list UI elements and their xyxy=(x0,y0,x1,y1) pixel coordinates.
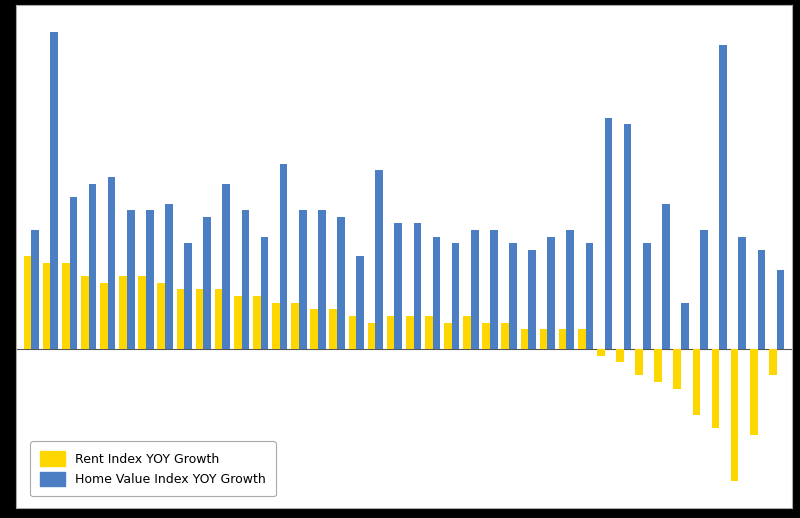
Bar xyxy=(253,296,261,349)
Bar xyxy=(42,263,50,349)
Bar xyxy=(214,290,222,349)
Bar xyxy=(777,270,784,349)
Bar xyxy=(119,276,127,349)
Bar xyxy=(50,32,58,349)
Bar xyxy=(425,316,433,349)
Bar xyxy=(509,243,517,349)
Bar xyxy=(605,118,612,349)
Bar xyxy=(318,210,326,349)
Bar xyxy=(280,164,287,349)
Bar xyxy=(196,290,203,349)
Bar xyxy=(528,250,536,349)
Bar xyxy=(547,237,555,349)
Bar xyxy=(70,197,77,349)
Bar xyxy=(700,230,708,349)
Bar xyxy=(521,329,528,349)
Bar xyxy=(597,349,605,355)
Bar xyxy=(261,237,268,349)
Bar xyxy=(146,210,154,349)
Bar xyxy=(559,329,566,349)
Bar xyxy=(349,316,356,349)
Bar xyxy=(356,256,364,349)
Bar xyxy=(108,177,115,349)
Bar xyxy=(643,243,650,349)
Bar xyxy=(635,349,643,376)
Bar xyxy=(502,323,509,349)
Bar xyxy=(586,243,594,349)
Bar xyxy=(310,309,318,349)
Bar xyxy=(719,45,727,349)
Bar xyxy=(299,210,306,349)
Bar xyxy=(578,329,586,349)
Bar xyxy=(24,256,31,349)
Bar xyxy=(616,349,624,362)
Bar xyxy=(681,303,689,349)
Bar xyxy=(693,349,700,415)
Bar xyxy=(165,204,173,349)
Bar xyxy=(482,323,490,349)
Bar xyxy=(62,263,70,349)
Bar xyxy=(242,210,249,349)
Bar xyxy=(375,170,383,349)
Bar xyxy=(291,303,299,349)
Bar xyxy=(433,237,440,349)
Bar xyxy=(712,349,719,428)
Bar xyxy=(624,124,631,349)
Bar xyxy=(452,243,459,349)
Bar xyxy=(272,303,280,349)
Bar xyxy=(540,329,547,349)
Bar xyxy=(463,316,471,349)
Bar xyxy=(89,184,96,349)
Bar xyxy=(444,323,452,349)
Bar xyxy=(674,349,681,388)
Bar xyxy=(758,250,766,349)
Bar xyxy=(158,283,165,349)
Bar xyxy=(406,316,414,349)
Bar xyxy=(386,316,394,349)
Legend: Rent Index YOY Growth, Home Value Index YOY Growth: Rent Index YOY Growth, Home Value Index … xyxy=(30,441,276,496)
Bar xyxy=(662,204,670,349)
Bar xyxy=(31,230,39,349)
Bar xyxy=(184,243,192,349)
Bar xyxy=(127,210,134,349)
Bar xyxy=(222,184,230,349)
Bar xyxy=(394,223,402,349)
Bar xyxy=(769,349,777,376)
Bar xyxy=(337,217,345,349)
Bar xyxy=(138,276,146,349)
Bar xyxy=(654,349,662,382)
Bar xyxy=(750,349,758,435)
Bar xyxy=(330,309,337,349)
Bar xyxy=(368,323,375,349)
Bar xyxy=(414,223,422,349)
Bar xyxy=(203,217,211,349)
Bar xyxy=(566,230,574,349)
Bar xyxy=(731,349,738,481)
Bar xyxy=(738,237,746,349)
Bar xyxy=(234,296,242,349)
Bar xyxy=(471,230,478,349)
Bar xyxy=(81,276,89,349)
Bar xyxy=(100,283,108,349)
Bar xyxy=(177,290,184,349)
Bar xyxy=(490,230,498,349)
